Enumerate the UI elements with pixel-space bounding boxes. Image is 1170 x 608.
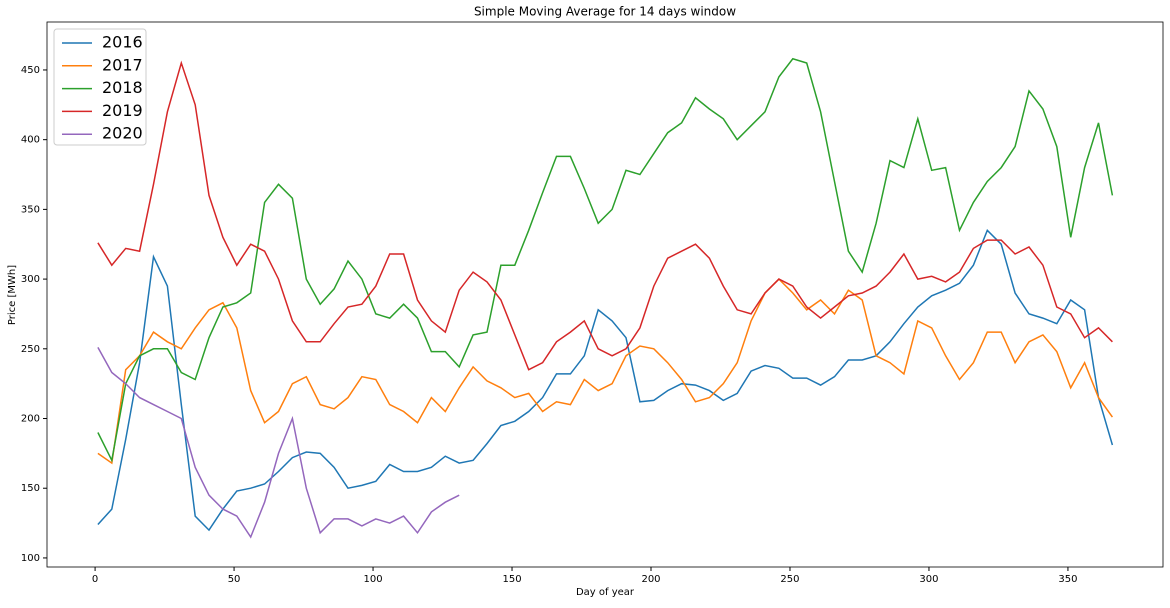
series-line — [97, 60, 1113, 371]
y-tick-label: 450 — [21, 65, 40, 76]
x-axis-label: Day of year — [576, 587, 635, 598]
legend-label: 2018 — [102, 78, 143, 97]
series-line — [97, 278, 1114, 465]
x-tick-label: 350 — [1058, 574, 1077, 585]
legend-box — [53, 28, 147, 146]
plot-frame — [46, 21, 1164, 568]
x-tick-label: 250 — [780, 574, 799, 585]
x-tick-label: 0 — [92, 574, 98, 585]
legend-label: 2020 — [102, 124, 143, 143]
x-tick-label: 100 — [363, 574, 382, 585]
series-line — [97, 228, 1114, 532]
x-tick-label: 50 — [228, 574, 241, 585]
y-tick-label: 350 — [21, 204, 40, 215]
y-tick-label: 250 — [21, 344, 40, 355]
y-tick-label: 100 — [21, 553, 40, 564]
y-tick-label: 300 — [21, 274, 40, 285]
chart-title: Simple Moving Average for 14 days window — [474, 5, 736, 19]
legend-label: 2017 — [102, 55, 143, 74]
y-tick-label: 200 — [21, 414, 40, 425]
series-line — [97, 347, 460, 539]
y-axis-label: Price [MWh] — [7, 265, 18, 325]
x-tick-label: 300 — [919, 574, 938, 585]
legend-label: 2019 — [102, 101, 143, 120]
x-tick-label: 200 — [641, 574, 660, 585]
legend: 2016 2017 2018 2019 2020 — [53, 28, 147, 146]
legend-label: 2016 — [102, 33, 143, 52]
x-tick-label: 150 — [502, 574, 521, 585]
series-line — [97, 57, 1114, 463]
y-tick-label: 400 — [21, 135, 40, 146]
y-tick-label: 150 — [21, 483, 40, 494]
